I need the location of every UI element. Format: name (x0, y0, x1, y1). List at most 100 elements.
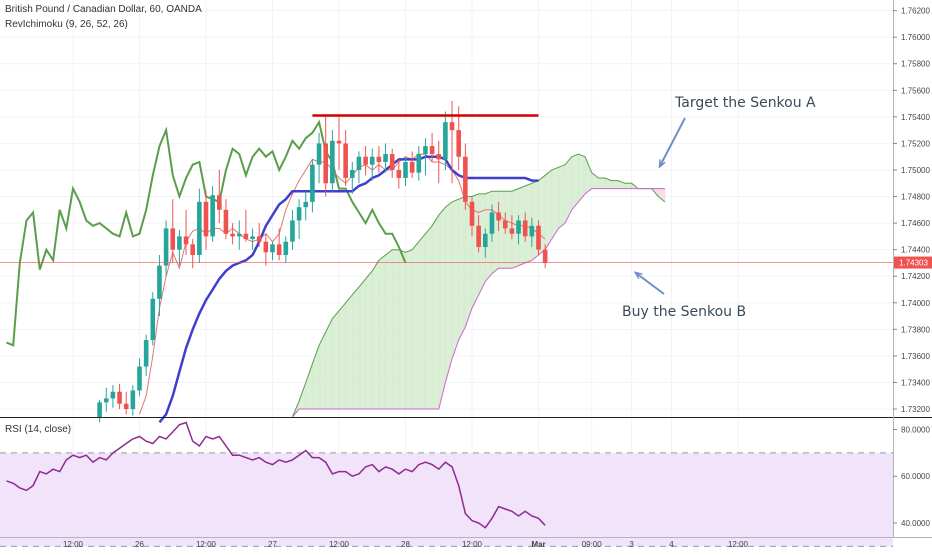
cloud-segment (305, 363, 313, 410)
candle-body (210, 195, 215, 237)
candle-body (449, 122, 455, 131)
candle-body (476, 225, 481, 248)
time-tick-label: 26 (135, 540, 144, 549)
candle-body (396, 169, 402, 178)
candle-body (509, 228, 515, 234)
symbol-title: British Pound / Canadian Dollar, 60, OAN… (5, 4, 202, 15)
candle-body (316, 143, 322, 165)
cloud-segment (418, 233, 426, 410)
candle-body (157, 265, 162, 299)
candle-body (310, 164, 315, 202)
candle-body (103, 398, 109, 403)
candle-body (217, 195, 222, 210)
candle-body (163, 228, 169, 266)
cloud-segment (571, 153, 579, 211)
candle-body (356, 156, 362, 170)
time-tick-label: 28 (401, 540, 410, 549)
candle-body (350, 169, 355, 178)
candle-body (296, 207, 302, 221)
candle-body (250, 236, 255, 240)
candle-body (536, 225, 541, 250)
cloud-segment (352, 286, 360, 410)
cloud-segment (451, 198, 459, 359)
candle-body (409, 162, 415, 173)
candle-body (403, 162, 408, 178)
annotation-target: Target the Senkou A (674, 95, 816, 111)
candle-body (137, 366, 142, 391)
overlays (0, 114, 893, 295)
candle-body (97, 402, 102, 417)
target-arrow (660, 117, 686, 166)
base-line (158, 155, 539, 424)
price-tick-label: 1.74200 (901, 272, 930, 281)
candle-body (190, 244, 195, 255)
candles (97, 100, 548, 423)
last-price-badge (894, 256, 932, 269)
cloud-segment (338, 302, 346, 410)
cloud-segment (558, 164, 566, 229)
price-tick-label: 1.74000 (901, 299, 930, 308)
candle-body (529, 225, 535, 237)
price-tick-label: 1.75400 (901, 113, 930, 122)
price-tick-label: 1.76000 (901, 33, 930, 42)
candle-body (496, 212, 501, 221)
senkou-b-line (292, 188, 665, 418)
candle-body (197, 201, 202, 255)
cloud-segment (332, 310, 340, 410)
candle-body (376, 156, 382, 163)
price-tick-label: 1.74400 (901, 246, 930, 255)
senkou-a-line (291, 153, 666, 418)
cloud-segment (564, 156, 573, 224)
candle-body (443, 122, 448, 160)
cloud-segment (458, 196, 466, 341)
cloud-segment (431, 214, 440, 410)
cloud-segment (391, 249, 400, 410)
rsi-tick-label: 60.0000 (901, 472, 930, 481)
cloud-segment (624, 183, 632, 189)
candle-body (516, 220, 521, 234)
candle-body (150, 298, 156, 340)
time-tick-label: 12:00 (462, 540, 483, 549)
cloud-segment (358, 278, 366, 410)
time-tick-label: 12:00 (728, 540, 749, 549)
candle-body (423, 146, 428, 155)
time-tick-label: 12:00 (196, 540, 217, 549)
price-tick-label: 1.75200 (901, 139, 930, 148)
cloud-segment (445, 201, 453, 383)
candle-body (336, 140, 342, 144)
candle-body (290, 220, 295, 242)
rsi-tick-label: 40.0000 (901, 519, 930, 528)
candle-body (283, 241, 289, 255)
candle-body (276, 244, 282, 255)
time-tick-label: 4 (669, 540, 674, 549)
candle-body (489, 212, 495, 234)
cloud-segment (405, 249, 413, 410)
candle-body (456, 130, 461, 157)
last-price-label: 1.74303 (899, 259, 928, 268)
cloud-segment (657, 188, 666, 203)
cloud-segment (372, 259, 380, 410)
candle-body (243, 233, 249, 240)
candle-body (143, 339, 149, 367)
rsi-title: RSI (14, close) (5, 424, 72, 435)
time-tick-label: 09:00 (582, 540, 603, 549)
time-tick-label: 27 (268, 540, 277, 549)
candle-body (230, 233, 235, 237)
candle-body (469, 201, 475, 226)
cloud-segment (611, 180, 619, 189)
price-tick-label: 1.74600 (901, 219, 930, 228)
cloud-segment (365, 270, 373, 410)
indicator-title: RevIchimoku (9, 26, 52, 26) (5, 19, 128, 30)
candle-body (203, 201, 209, 237)
candle-body (323, 143, 328, 184)
price-tick-label: 1.73400 (901, 378, 930, 387)
candle-body (429, 146, 435, 155)
candle-body (383, 154, 388, 163)
rsi-tick-label: 80.0000 (901, 426, 930, 435)
candle-body (270, 244, 275, 253)
candle-body (363, 156, 368, 165)
candle-body (177, 236, 182, 250)
cloud-segment (378, 254, 386, 410)
candle-body (416, 154, 422, 173)
